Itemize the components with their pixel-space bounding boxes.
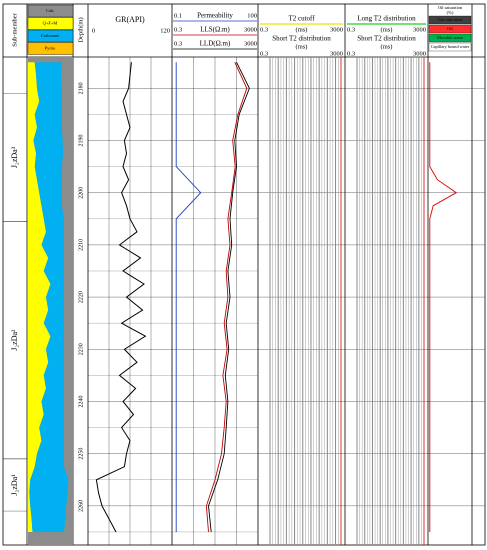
resistivity-curve xyxy=(175,62,202,532)
scale-min: 0.3 xyxy=(174,40,182,47)
curve-name: Permeability xyxy=(197,12,233,20)
legend-label: Calc xyxy=(46,8,54,13)
sat-legend: Gas saturation xyxy=(438,17,464,22)
t2-sub-unit: (ms) xyxy=(381,43,393,50)
legend-swatch xyxy=(27,4,74,18)
scale-max: 100 xyxy=(247,12,257,19)
gr-min: 0 xyxy=(92,27,95,34)
carbonate-area xyxy=(29,62,69,532)
t2-title: T2 cutoff xyxy=(288,15,315,23)
curve-name: LLD(Ω.m) xyxy=(200,40,231,48)
sat-title: Oil saturation xyxy=(438,5,463,10)
legend-label: Pyrite xyxy=(45,46,56,51)
sat-swatch xyxy=(428,33,472,43)
scale-max: 3000 xyxy=(330,50,343,57)
depth-label: 2260 xyxy=(78,500,84,512)
unit-label: J₂zDa² xyxy=(10,329,19,351)
scale-min: 0.3 xyxy=(347,26,355,33)
resistivity-curve xyxy=(208,62,250,533)
scale-min: 0.3 xyxy=(260,50,268,57)
scale-min: 0.3 xyxy=(174,26,182,33)
scale-max: 3000 xyxy=(413,50,426,57)
curve-name: LLS(Ω.m) xyxy=(200,26,230,34)
sat-swatch xyxy=(428,42,472,52)
scale-min: 0.3 xyxy=(347,50,355,57)
t2-subtitle: Short T2 distribution xyxy=(272,35,331,43)
gr-curve xyxy=(95,62,147,533)
legend-swatch xyxy=(27,42,74,55)
depth-label: 2190 xyxy=(78,135,84,147)
scale-max: 3000 xyxy=(330,26,343,33)
legend-swatch xyxy=(27,29,74,43)
sat-unit: (%) xyxy=(447,10,454,15)
scale-min: 0.3 xyxy=(260,26,268,33)
depth-label: 2230 xyxy=(78,343,84,355)
t2-sub-unit: (ms) xyxy=(296,43,308,50)
depth-label: 2200 xyxy=(78,187,84,199)
depth-label: 2250 xyxy=(78,448,84,460)
sat-swatch xyxy=(428,24,472,34)
legend-label: Carbonate xyxy=(41,33,60,38)
oil-saturation-curve xyxy=(429,62,458,532)
qfm-area xyxy=(28,62,51,532)
depth-label: 2180 xyxy=(78,82,84,94)
sat-legend: Movable water xyxy=(437,35,463,40)
unit-label: J₂zDa³ xyxy=(10,146,19,168)
t2-subtitle: Short T2 distribution xyxy=(357,35,416,43)
gr-title: GR(API) xyxy=(115,15,145,24)
scale-min: 0.1 xyxy=(174,12,182,19)
t2-title: Long T2 distribution xyxy=(357,15,416,23)
t2-unit: (ms) xyxy=(381,26,393,33)
resistivity-curve xyxy=(205,62,248,533)
gr-max: 120 xyxy=(160,27,170,34)
frame xyxy=(2,3,486,546)
legend-swatch xyxy=(27,17,74,30)
unit-label: J₂zDa¹ xyxy=(10,474,19,496)
legend-label: Q+F+M xyxy=(43,21,58,26)
scale-max: 3000 xyxy=(413,26,426,33)
scale-max: 3000 xyxy=(244,26,257,33)
sub-member-title: Sub-member xyxy=(11,12,18,46)
t2-unit: (ms) xyxy=(296,26,308,33)
sat-swatch xyxy=(428,15,472,25)
sat-legend: Oil xyxy=(447,26,453,31)
depth-label: 2240 xyxy=(78,395,84,407)
depth-title: Depth(m) xyxy=(77,17,84,42)
depth-label: 2220 xyxy=(78,291,84,303)
depth-label: 2210 xyxy=(78,239,84,251)
scale-max: 3000 xyxy=(244,40,257,47)
sat-legend: Capillary bound water xyxy=(431,44,470,49)
